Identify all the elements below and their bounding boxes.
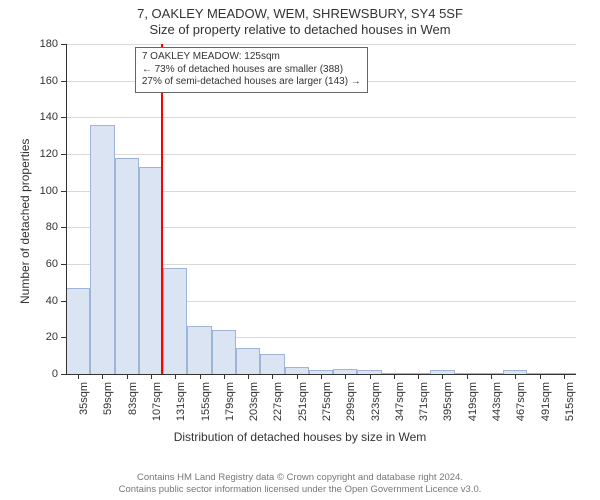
xtick-label: 323sqm bbox=[370, 382, 382, 442]
histogram-bar bbox=[236, 348, 260, 374]
xtick-label: 35sqm bbox=[78, 382, 90, 442]
ytick-label: 160 bbox=[32, 75, 58, 87]
footer-attribution: Contains HM Land Registry data © Crown c… bbox=[0, 472, 600, 496]
footer-line-1: Contains HM Land Registry data © Crown c… bbox=[0, 472, 600, 484]
ytick-label: 60 bbox=[32, 258, 58, 270]
ytick-label: 120 bbox=[32, 148, 58, 160]
xtick-label: 467sqm bbox=[515, 382, 527, 442]
annotation-line-3: 27% of semi-detached houses are larger (… bbox=[142, 76, 361, 89]
histogram-bar bbox=[90, 125, 114, 374]
gridline-h bbox=[66, 44, 576, 45]
xtick-label: 131sqm bbox=[175, 382, 187, 442]
xtick-label: 491sqm bbox=[540, 382, 552, 442]
annotation-box: 7 OAKLEY MEADOW: 125sqm← 73% of detached… bbox=[135, 47, 368, 93]
xtick-label: 251sqm bbox=[297, 382, 309, 442]
page-root: 7, OAKLEY MEADOW, WEM, SHREWSBURY, SY4 5… bbox=[0, 0, 600, 500]
xtick-label: 443sqm bbox=[491, 382, 503, 442]
xtick-label: 299sqm bbox=[345, 382, 357, 442]
xtick-label: 347sqm bbox=[394, 382, 406, 442]
chart-title: 7, OAKLEY MEADOW, WEM, SHREWSBURY, SY4 5… bbox=[0, 6, 600, 21]
ytick-label: 20 bbox=[32, 331, 58, 343]
footer-line-2: Contains public sector information licen… bbox=[0, 484, 600, 496]
xtick-label: 227sqm bbox=[272, 382, 284, 442]
histogram-bar bbox=[115, 158, 139, 374]
xtick-label: 155sqm bbox=[200, 382, 212, 442]
histogram-bar bbox=[139, 167, 163, 374]
histogram-bar bbox=[260, 354, 284, 374]
histogram-bar bbox=[66, 288, 90, 374]
ytick-label: 40 bbox=[32, 295, 58, 307]
annotation-line-1: 7 OAKLEY MEADOW: 125sqm bbox=[142, 51, 361, 64]
xtick-label: 371sqm bbox=[418, 382, 430, 442]
ytick-label: 0 bbox=[32, 368, 58, 380]
xtick-label: 275sqm bbox=[321, 382, 333, 442]
histogram-bar bbox=[212, 330, 236, 374]
annotation-line-2: ← 73% of detached houses are smaller (38… bbox=[142, 64, 361, 77]
xtick-label: 203sqm bbox=[248, 382, 260, 442]
plot-area bbox=[66, 44, 576, 374]
y-axis-title: Number of detached properties bbox=[18, 139, 32, 304]
x-axis-line bbox=[66, 374, 576, 375]
chart-subtitle: Size of property relative to detached ho… bbox=[0, 22, 600, 37]
xtick-label: 515sqm bbox=[564, 382, 576, 442]
xtick-label: 419sqm bbox=[467, 382, 479, 442]
xtick-label: 107sqm bbox=[151, 382, 163, 442]
ytick-label: 100 bbox=[32, 185, 58, 197]
histogram-bar bbox=[285, 367, 309, 374]
gridline-h bbox=[66, 154, 576, 155]
xtick-label: 59sqm bbox=[102, 382, 114, 442]
gridline-h bbox=[66, 117, 576, 118]
ytick-label: 140 bbox=[32, 111, 58, 123]
xtick-label: 83sqm bbox=[127, 382, 139, 442]
property-marker-line bbox=[161, 44, 163, 374]
histogram-bar bbox=[187, 326, 211, 374]
y-axis-line bbox=[66, 44, 67, 374]
xtick-label: 395sqm bbox=[442, 382, 454, 442]
ytick-label: 180 bbox=[32, 38, 58, 50]
xtick-label: 179sqm bbox=[224, 382, 236, 442]
histogram-bar bbox=[163, 268, 187, 374]
ytick-label: 80 bbox=[32, 221, 58, 233]
